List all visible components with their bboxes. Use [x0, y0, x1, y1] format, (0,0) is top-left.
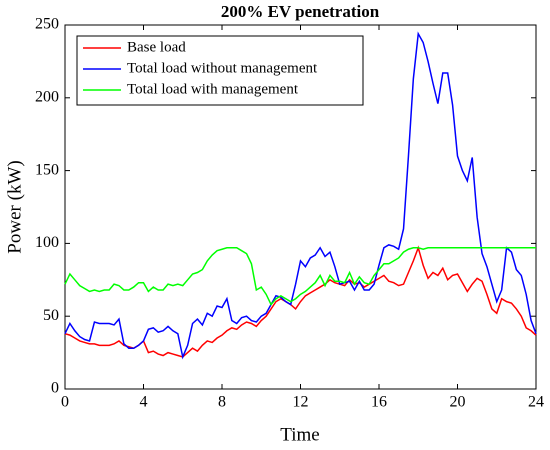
x-axis-label: Time [280, 424, 319, 445]
y-tick-label: 50 [43, 307, 59, 324]
legend-label: Total load with management [127, 81, 299, 97]
y-tick-label: 250 [35, 16, 59, 33]
y-tick-label: 0 [51, 380, 59, 397]
x-tick-label: 8 [218, 394, 226, 411]
series-line [64, 31, 537, 360]
series-line [64, 247, 536, 306]
y-tick-label: 150 [35, 161, 59, 178]
x-tick-label: 12 [293, 394, 309, 411]
x-tick-label: 0 [61, 394, 69, 411]
y-axis-label: Power (kW) [4, 160, 25, 253]
x-tick-label: 16 [371, 394, 387, 411]
x-tick-label: 20 [450, 394, 466, 411]
legend-label: Total load without management [127, 60, 318, 76]
y-tick-label: 100 [35, 234, 59, 251]
legend-label: Base load [127, 39, 186, 55]
x-tick-label: 24 [528, 394, 544, 411]
x-tick-label: 4 [140, 394, 148, 411]
y-tick-label: 200 [35, 88, 59, 105]
chart-title: 200% EV penetration [221, 2, 380, 21]
legend-box [76, 35, 364, 106]
